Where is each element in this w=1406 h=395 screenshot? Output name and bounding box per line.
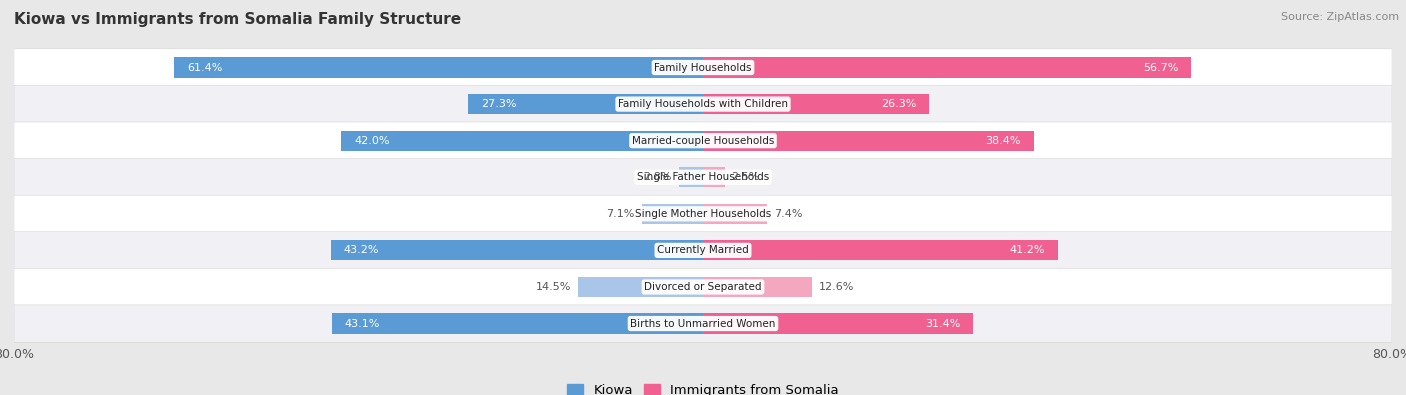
Bar [174, 57, 703, 77]
Bar [703, 94, 929, 114]
Text: 31.4%: 31.4% [925, 318, 960, 329]
Text: Births to Unmarried Women: Births to Unmarried Women [630, 318, 776, 329]
Bar [330, 240, 703, 260]
Bar [703, 277, 811, 297]
Text: Currently Married: Currently Married [657, 245, 749, 256]
Text: 27.3%: 27.3% [481, 99, 516, 109]
Text: 12.6%: 12.6% [818, 282, 853, 292]
Bar [703, 131, 1033, 151]
Text: 56.7%: 56.7% [1143, 62, 1178, 73]
Bar [332, 314, 703, 334]
Text: 61.4%: 61.4% [187, 62, 222, 73]
Bar [703, 57, 1191, 77]
Text: 7.4%: 7.4% [773, 209, 801, 219]
Bar [578, 277, 703, 297]
Text: 2.8%: 2.8% [644, 172, 672, 182]
Bar [643, 204, 703, 224]
FancyBboxPatch shape [14, 49, 1392, 86]
Bar [703, 314, 973, 334]
FancyBboxPatch shape [14, 195, 1392, 233]
Text: 41.2%: 41.2% [1010, 245, 1045, 256]
Bar [703, 240, 1057, 260]
Text: Married-couple Households: Married-couple Households [631, 135, 775, 146]
Bar [679, 167, 703, 187]
FancyBboxPatch shape [14, 158, 1392, 196]
FancyBboxPatch shape [14, 268, 1392, 306]
Bar [468, 94, 703, 114]
Text: Kiowa vs Immigrants from Somalia Family Structure: Kiowa vs Immigrants from Somalia Family … [14, 12, 461, 27]
Text: Family Households: Family Households [654, 62, 752, 73]
Text: 7.1%: 7.1% [606, 209, 636, 219]
Text: 42.0%: 42.0% [354, 135, 389, 146]
Legend: Kiowa, Immigrants from Somalia: Kiowa, Immigrants from Somalia [562, 379, 844, 395]
FancyBboxPatch shape [14, 85, 1392, 123]
Text: Single Mother Households: Single Mother Households [636, 209, 770, 219]
Text: 2.5%: 2.5% [731, 172, 759, 182]
Text: 14.5%: 14.5% [536, 282, 571, 292]
FancyBboxPatch shape [14, 232, 1392, 269]
Text: Single Father Households: Single Father Households [637, 172, 769, 182]
Text: 43.2%: 43.2% [344, 245, 380, 256]
Bar [703, 167, 724, 187]
Bar [703, 204, 766, 224]
Bar [342, 131, 703, 151]
FancyBboxPatch shape [14, 305, 1392, 342]
Text: 38.4%: 38.4% [986, 135, 1021, 146]
Text: Source: ZipAtlas.com: Source: ZipAtlas.com [1281, 12, 1399, 22]
Text: 43.1%: 43.1% [344, 318, 380, 329]
FancyBboxPatch shape [14, 122, 1392, 159]
Text: Family Households with Children: Family Households with Children [619, 99, 787, 109]
Text: Divorced or Separated: Divorced or Separated [644, 282, 762, 292]
Text: 26.3%: 26.3% [882, 99, 917, 109]
